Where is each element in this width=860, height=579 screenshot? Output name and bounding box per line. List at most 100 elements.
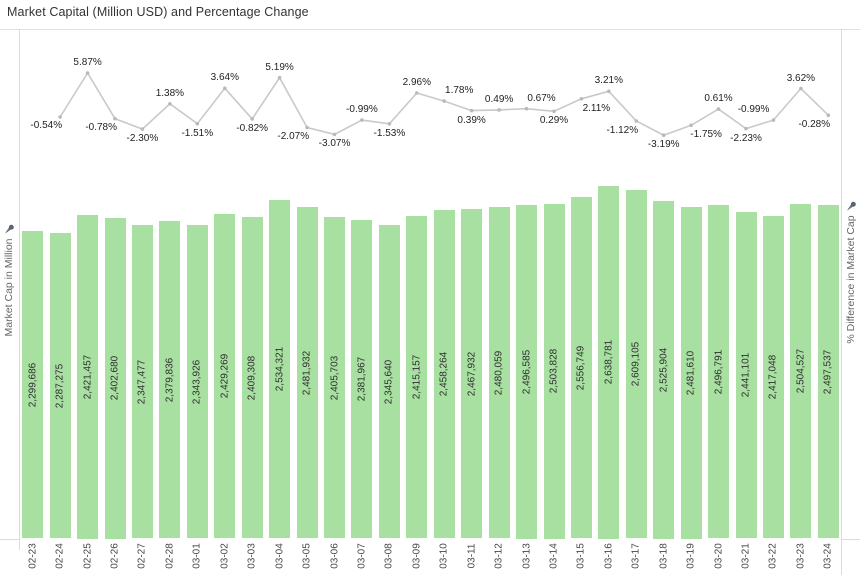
line-marker[interactable]: [607, 89, 611, 94]
date-label[interactable]: 02-26: [109, 543, 121, 569]
bar-value-label: 2,497,537: [822, 349, 834, 394]
percentage-label: 0.67%: [527, 92, 556, 104]
bar[interactable]: [598, 186, 620, 539]
line-marker[interactable]: [168, 102, 172, 106]
date-label[interactable]: 03-10: [438, 543, 450, 569]
bar[interactable]: [159, 220, 181, 539]
percentage-label: 2.96%: [402, 77, 431, 88]
line-marker[interactable]: [332, 132, 337, 137]
date-label[interactable]: 03-14: [548, 543, 560, 569]
bar-value-label: 2,441,101: [740, 353, 752, 398]
line-marker[interactable]: [360, 118, 364, 122]
line-marker[interactable]: [113, 116, 117, 121]
bar[interactable]: [77, 215, 99, 539]
line-marker[interactable]: [744, 126, 748, 131]
date-label[interactable]: 02-27: [136, 543, 148, 569]
bar[interactable]: [104, 217, 126, 539]
date-label[interactable]: 02-23: [27, 543, 39, 569]
bar-value-label: 2,496,791: [713, 349, 724, 394]
bar[interactable]: [735, 212, 757, 539]
date-label[interactable]: 03-05: [301, 543, 313, 569]
bar[interactable]: [351, 220, 373, 539]
bar[interactable]: [214, 213, 236, 539]
date-label[interactable]: 03-07: [356, 543, 368, 569]
date-label[interactable]: 03-06: [329, 543, 340, 569]
bar[interactable]: [708, 204, 729, 539]
bar[interactable]: [49, 232, 71, 539]
line-marker[interactable]: [305, 125, 309, 130]
date-label[interactable]: 03-22: [767, 543, 779, 569]
date-label[interactable]: 03-03: [246, 543, 258, 569]
date-label[interactable]: 02-24: [54, 543, 66, 569]
right-axis-label-text: % Difference in Market Cap: [845, 215, 857, 344]
bar[interactable]: [461, 208, 483, 539]
line-marker[interactable]: [661, 133, 666, 137]
line-marker[interactable]: [771, 118, 776, 122]
line-marker[interactable]: [250, 117, 254, 121]
bar[interactable]: [625, 189, 647, 539]
bar[interactable]: [324, 217, 345, 539]
line-marker[interactable]: [469, 108, 474, 113]
bar[interactable]: [653, 201, 675, 539]
date-label[interactable]: 03-11: [466, 543, 478, 569]
percentage-label: -3.19%: [647, 139, 680, 151]
date-label[interactable]: 03-20: [713, 543, 724, 569]
date-label[interactable]: 02-28: [164, 543, 176, 569]
date-label[interactable]: 03-19: [685, 543, 697, 569]
bar[interactable]: [378, 225, 400, 539]
bar[interactable]: [790, 203, 812, 539]
line-marker[interactable]: [579, 97, 584, 101]
date-label[interactable]: 02-25: [82, 543, 94, 569]
date-label[interactable]: 03-17: [630, 543, 642, 569]
bar[interactable]: [817, 204, 839, 539]
line-marker[interactable]: [634, 119, 639, 123]
bar[interactable]: [433, 210, 455, 539]
date-label[interactable]: 03-02: [219, 543, 231, 569]
bar[interactable]: [570, 196, 592, 539]
bar[interactable]: [131, 224, 153, 539]
percentage-label: 5.19%: [265, 61, 294, 73]
date-label[interactable]: 03-01: [191, 543, 203, 569]
line-marker[interactable]: [140, 127, 145, 131]
left-axis-label-text: Market Cap in Million: [3, 238, 15, 337]
line-marker[interactable]: [552, 109, 556, 114]
line-marker[interactable]: [387, 122, 392, 126]
line-marker[interactable]: [58, 115, 62, 119]
bar[interactable]: [22, 231, 44, 539]
bar[interactable]: [543, 204, 565, 539]
date-label[interactable]: 03-21: [740, 543, 752, 569]
line-marker[interactable]: [826, 113, 831, 117]
bar[interactable]: [269, 199, 291, 539]
line-marker[interactable]: [689, 123, 693, 128]
bar[interactable]: [680, 207, 702, 539]
line-marker[interactable]: [442, 99, 447, 103]
line-marker[interactable]: [277, 75, 282, 80]
line-marker[interactable]: [195, 121, 200, 126]
bar[interactable]: [406, 215, 428, 539]
date-label[interactable]: 03-23: [795, 543, 807, 569]
bar[interactable]: [488, 207, 510, 539]
bar[interactable]: [186, 225, 208, 539]
line-marker[interactable]: [415, 91, 419, 95]
bar-value-label: 2,299,686: [27, 362, 39, 408]
date-label[interactable]: 03-12: [493, 543, 505, 569]
bar[interactable]: [762, 215, 784, 539]
date-label[interactable]: 03-04: [274, 543, 286, 569]
date-label[interactable]: 03-15: [575, 543, 587, 569]
date-label[interactable]: 03-16: [603, 543, 615, 569]
line-marker[interactable]: [223, 86, 227, 91]
bar[interactable]: [241, 216, 263, 539]
line-marker[interactable]: [524, 106, 529, 111]
bar[interactable]: [516, 205, 537, 539]
line-marker[interactable]: [85, 71, 90, 75]
date-label[interactable]: 03-08: [383, 543, 395, 569]
date-label[interactable]: 03-24: [822, 543, 834, 569]
date-label[interactable]: 03-18: [658, 543, 670, 569]
bar[interactable]: [296, 206, 318, 539]
date-label[interactable]: 03-13: [521, 543, 532, 569]
date-label[interactable]: 03-09: [411, 543, 423, 569]
bar-value-label: 2,343,926: [191, 359, 203, 405]
line-marker[interactable]: [497, 108, 501, 112]
line-marker[interactable]: [716, 107, 721, 111]
line-marker[interactable]: [799, 86, 803, 91]
